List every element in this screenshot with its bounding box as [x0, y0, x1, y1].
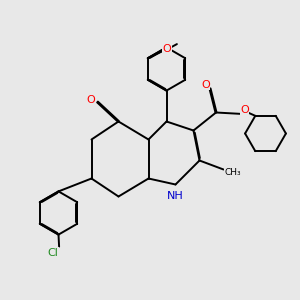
- Text: O: O: [86, 95, 95, 105]
- Text: O: O: [201, 80, 210, 90]
- Text: NH: NH: [167, 191, 183, 201]
- Text: CH₃: CH₃: [224, 168, 241, 177]
- Text: Cl: Cl: [48, 248, 58, 258]
- Text: O: O: [240, 105, 249, 115]
- Text: O: O: [163, 44, 171, 55]
